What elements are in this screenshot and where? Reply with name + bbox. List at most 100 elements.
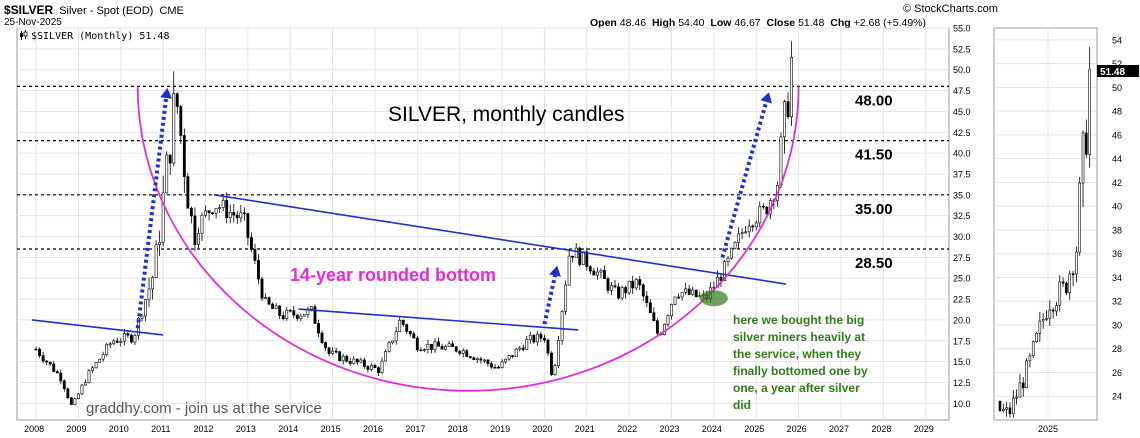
candle-body <box>599 270 603 273</box>
candle-body <box>327 347 331 354</box>
candle-body <box>200 214 204 234</box>
inset-candle-body <box>1058 281 1062 306</box>
resistance-level-label: 35.00 <box>855 201 893 218</box>
candle-body <box>581 251 585 265</box>
candle-body <box>94 362 98 369</box>
candle-body <box>186 176 190 209</box>
y-tick-label: 50.0 <box>953 65 971 75</box>
y-tick-label: 27.5 <box>953 253 971 263</box>
candle-body <box>638 279 642 286</box>
candle-body <box>80 384 84 395</box>
candle-body <box>751 225 755 228</box>
x-tick-label: 2012 <box>194 424 214 434</box>
x-tick-label: 2023 <box>660 424 680 434</box>
candle-body <box>377 367 380 373</box>
dotted-arrow-shaft <box>135 97 169 329</box>
candle-body <box>221 200 225 208</box>
candle-body <box>680 292 684 298</box>
y-tick-label: 10.0 <box>953 399 971 409</box>
candle-body <box>518 347 522 350</box>
candle-body <box>634 279 638 289</box>
candle-body <box>578 247 582 265</box>
resistance-level-label: 48.00 <box>855 92 893 109</box>
candle-body <box>401 319 405 325</box>
inset-candle-body <box>1035 332 1038 342</box>
candle-body <box>663 323 666 335</box>
candle-body <box>391 340 395 344</box>
x-tick-label: 2011 <box>151 424 170 434</box>
candle-body <box>444 346 448 350</box>
candle-body <box>447 343 451 347</box>
description-label: Silver - Spot (EOD) <box>59 5 154 17</box>
candle-body <box>267 297 271 305</box>
inset-year-label: 2025 <box>1038 424 1058 434</box>
inset-candle-body <box>1008 407 1012 414</box>
y-tick-label: 52.5 <box>953 44 971 54</box>
candle-body <box>673 296 677 305</box>
candle-body <box>197 233 200 245</box>
candlestick-icon <box>20 30 28 40</box>
candle-body <box>232 212 236 216</box>
candle-body <box>567 255 571 286</box>
dotted-arrow-shaft <box>720 101 769 258</box>
high-label: High <box>651 17 676 29</box>
candle-body <box>574 247 578 258</box>
y-tick-label: 32.5 <box>953 211 971 221</box>
candle-body <box>631 280 635 289</box>
candle-body <box>341 355 345 362</box>
candle-body <box>560 311 564 341</box>
candle-body <box>525 339 529 350</box>
inset-candle-body <box>1011 397 1015 414</box>
inset-y-tick-label: 46 <box>1112 130 1122 140</box>
inset-plot-area <box>993 27 1098 421</box>
candle-body <box>73 398 77 405</box>
candle-body <box>437 341 440 347</box>
candle-body <box>129 334 133 343</box>
resistance-level-label: 28.50 <box>855 255 893 272</box>
candle-body <box>38 348 42 356</box>
candle-body <box>419 349 423 352</box>
y-tick-label: 45.0 <box>953 107 971 117</box>
candle-body <box>154 244 158 278</box>
candle-body <box>645 295 649 304</box>
inset-y-tick-label: 52 <box>1112 59 1122 69</box>
candle-body <box>655 320 659 334</box>
exchange-label: CME <box>159 5 184 17</box>
candle-body <box>765 206 769 215</box>
candle-body <box>246 213 250 238</box>
inset-candle-body <box>1048 309 1052 319</box>
candle-body <box>500 361 504 368</box>
candle-body <box>539 333 543 339</box>
green-note-line: the service, when they <box>733 347 861 361</box>
green-note-line: silver miners heavily at <box>733 330 865 344</box>
candle-body <box>610 285 613 291</box>
inset-candle-body <box>1051 309 1055 312</box>
candle-body <box>592 270 596 276</box>
chart-header: $SILVER Silver - Spot (EOD) CME <box>4 3 184 17</box>
candle-body <box>412 333 416 339</box>
candle-body <box>433 341 437 350</box>
candle-body <box>147 288 151 300</box>
candle-body <box>373 365 377 368</box>
candle-body <box>514 348 518 357</box>
inset-candle-body <box>1021 382 1025 389</box>
candle-body <box>87 370 91 384</box>
candle-body <box>528 334 532 340</box>
candle-body <box>670 303 673 317</box>
inset-candle-body <box>1078 182 1082 253</box>
candle-body <box>249 237 253 250</box>
chg-label: Chg <box>830 17 851 29</box>
candle-body <box>606 278 610 291</box>
candle-body <box>172 93 176 164</box>
inset-candle-body <box>1018 382 1022 398</box>
candle-body <box>242 212 246 215</box>
candle-body <box>331 350 335 354</box>
candle-body <box>426 343 430 350</box>
candle-body <box>59 372 63 382</box>
green-note: here we bought the big silver miners hea… <box>733 313 868 412</box>
candle-body <box>475 358 479 361</box>
candle-body <box>348 360 352 364</box>
inset-price-tag: 51.48 <box>1097 65 1139 78</box>
y-tick-label: 12.5 <box>953 378 971 388</box>
